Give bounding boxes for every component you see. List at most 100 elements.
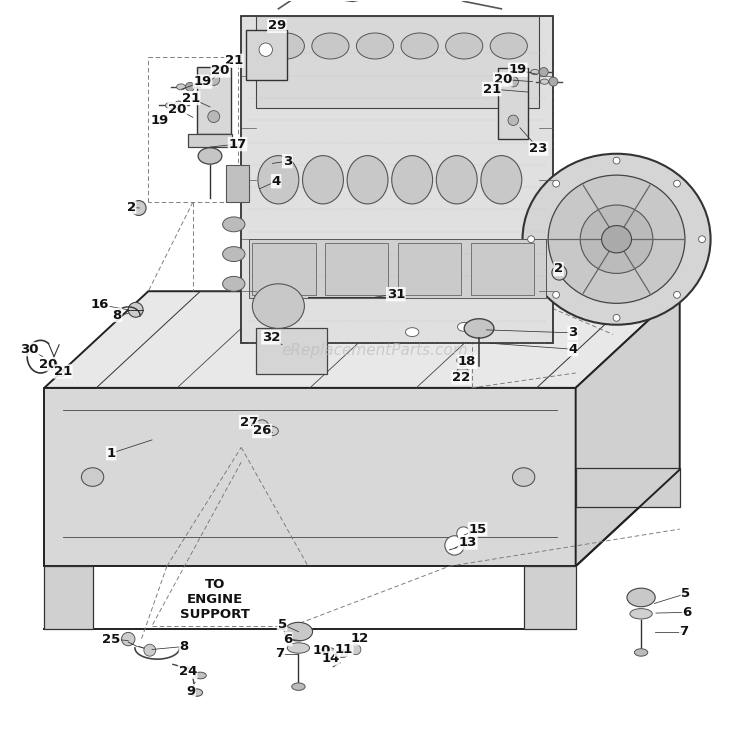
- Text: 5: 5: [278, 618, 286, 630]
- Text: 31: 31: [386, 288, 405, 301]
- Text: 15: 15: [469, 523, 487, 536]
- Text: 11: 11: [334, 643, 353, 656]
- Circle shape: [539, 68, 548, 76]
- Bar: [256, 16, 538, 108]
- Circle shape: [131, 201, 146, 216]
- Ellipse shape: [406, 327, 418, 336]
- Text: 13: 13: [459, 536, 477, 549]
- Ellipse shape: [292, 683, 305, 690]
- Text: 5: 5: [681, 587, 690, 601]
- Text: 10: 10: [312, 644, 331, 656]
- Ellipse shape: [294, 339, 307, 348]
- Ellipse shape: [176, 84, 185, 90]
- Ellipse shape: [263, 426, 278, 436]
- Circle shape: [457, 527, 470, 540]
- Ellipse shape: [252, 283, 305, 328]
- Ellipse shape: [287, 643, 310, 653]
- Ellipse shape: [223, 276, 245, 291]
- Ellipse shape: [312, 33, 349, 59]
- Text: 18: 18: [458, 355, 476, 369]
- Ellipse shape: [464, 319, 494, 338]
- Circle shape: [674, 181, 680, 187]
- Text: 21: 21: [182, 92, 200, 104]
- Ellipse shape: [548, 175, 685, 304]
- Ellipse shape: [194, 672, 206, 679]
- Ellipse shape: [322, 648, 336, 657]
- Ellipse shape: [634, 649, 648, 656]
- FancyBboxPatch shape: [498, 69, 528, 139]
- Ellipse shape: [190, 689, 202, 696]
- Ellipse shape: [401, 33, 438, 59]
- Text: 8: 8: [179, 640, 188, 653]
- Circle shape: [614, 157, 620, 164]
- Circle shape: [445, 536, 464, 555]
- Text: 8: 8: [112, 309, 122, 322]
- Ellipse shape: [627, 588, 656, 606]
- Ellipse shape: [57, 371, 66, 377]
- Text: 26: 26: [253, 424, 272, 437]
- Text: 29: 29: [268, 19, 286, 32]
- Ellipse shape: [267, 33, 305, 59]
- Text: 7: 7: [275, 648, 284, 660]
- Circle shape: [174, 101, 183, 110]
- Ellipse shape: [481, 156, 522, 204]
- Circle shape: [122, 633, 135, 646]
- Circle shape: [208, 74, 220, 85]
- Text: 19: 19: [194, 75, 211, 88]
- Circle shape: [508, 76, 518, 87]
- Ellipse shape: [540, 79, 548, 84]
- Ellipse shape: [512, 468, 535, 486]
- Ellipse shape: [458, 322, 471, 331]
- Text: 3: 3: [283, 154, 292, 168]
- Text: 2: 2: [127, 201, 136, 214]
- Text: 12: 12: [351, 632, 369, 645]
- Text: 24: 24: [178, 665, 197, 678]
- Text: 27: 27: [239, 416, 258, 428]
- FancyBboxPatch shape: [246, 30, 286, 80]
- Ellipse shape: [223, 247, 245, 262]
- Text: 3: 3: [568, 326, 578, 339]
- Polygon shape: [44, 566, 92, 630]
- Text: 30: 30: [20, 342, 39, 356]
- Text: 1: 1: [106, 447, 116, 460]
- Ellipse shape: [166, 102, 174, 108]
- Ellipse shape: [223, 217, 245, 232]
- Ellipse shape: [302, 156, 344, 204]
- Circle shape: [208, 110, 220, 122]
- Ellipse shape: [392, 156, 433, 204]
- Ellipse shape: [356, 33, 394, 59]
- Text: 6: 6: [682, 606, 692, 619]
- Ellipse shape: [602, 225, 632, 253]
- Circle shape: [614, 314, 620, 322]
- Text: 4: 4: [272, 175, 280, 188]
- Text: 7: 7: [680, 625, 688, 638]
- Circle shape: [552, 266, 567, 280]
- FancyBboxPatch shape: [188, 134, 232, 147]
- Circle shape: [553, 292, 560, 298]
- Circle shape: [553, 181, 560, 187]
- Text: 21: 21: [225, 54, 243, 67]
- Ellipse shape: [490, 33, 527, 59]
- Circle shape: [185, 82, 194, 91]
- Polygon shape: [44, 291, 680, 388]
- Polygon shape: [44, 388, 576, 566]
- Text: 23: 23: [530, 142, 548, 155]
- Polygon shape: [226, 165, 249, 202]
- Ellipse shape: [446, 33, 483, 59]
- Ellipse shape: [436, 156, 477, 204]
- Ellipse shape: [82, 468, 104, 486]
- Bar: [398, 243, 461, 295]
- Text: 14: 14: [321, 652, 340, 665]
- Text: 21: 21: [54, 365, 72, 378]
- Text: 17: 17: [229, 137, 247, 151]
- Text: 32: 32: [262, 330, 280, 344]
- Ellipse shape: [630, 609, 652, 619]
- Text: 19: 19: [150, 114, 169, 127]
- Circle shape: [128, 302, 143, 317]
- FancyBboxPatch shape: [196, 67, 231, 134]
- Text: 25: 25: [102, 633, 120, 645]
- Text: 2: 2: [554, 263, 563, 275]
- Ellipse shape: [457, 357, 469, 364]
- Bar: [471, 243, 534, 295]
- Text: 16: 16: [91, 298, 110, 311]
